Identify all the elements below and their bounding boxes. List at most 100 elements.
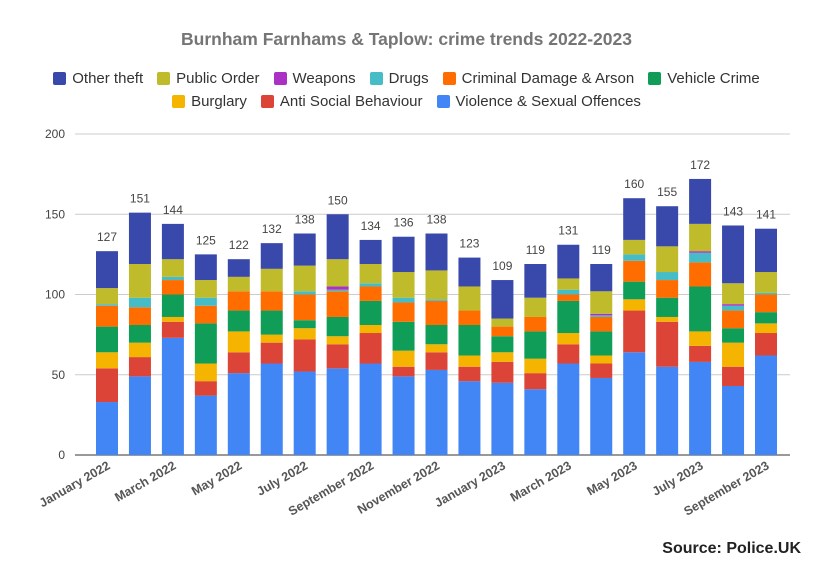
legend-swatch: [369, 72, 383, 85]
bar-segment: [623, 260, 646, 282]
bar-segment: [755, 323, 777, 334]
bar-total-label: 109: [492, 259, 512, 273]
bar-segment: [161, 294, 184, 317]
bar-segment: [722, 385, 745, 455]
bar-segment: [590, 316, 613, 332]
bar-segment: [96, 326, 118, 353]
bar-segment: [425, 270, 448, 300]
x-tick-label: March 2023: [508, 458, 574, 504]
bar-segment: [656, 316, 679, 322]
bar-segment: [623, 198, 646, 240]
bar-total-label: 150: [328, 193, 348, 207]
legend-swatch: [273, 72, 287, 85]
bar-segment: [755, 228, 777, 273]
bar-segment: [326, 368, 349, 455]
bar-total-label: 123: [459, 237, 479, 251]
bar-segment: [491, 280, 514, 319]
bar-segment: [755, 333, 777, 356]
bar-segment: [458, 324, 481, 356]
bar-segment: [722, 366, 745, 386]
y-tick-label: 50: [52, 368, 66, 382]
bar-segment: [161, 276, 184, 281]
legend-swatch: [260, 95, 274, 108]
bar-segment: [392, 297, 415, 303]
bar-segment: [656, 206, 679, 247]
bar-total-label: 132: [262, 222, 282, 236]
bar-segment: [194, 254, 217, 281]
bar-segment: [260, 342, 283, 364]
legend-swatch: [648, 72, 662, 85]
bar-segment: [96, 352, 118, 369]
bar-segment: [96, 251, 118, 289]
bar-segment: [425, 352, 448, 370]
bar-segment: [623, 254, 646, 261]
x-tick-label: May 2023: [585, 458, 640, 498]
bar-segment: [491, 318, 514, 327]
bar-segment: [623, 281, 646, 300]
bar-segment: [524, 331, 547, 359]
bar-segment: [194, 280, 217, 298]
bar-segment: [425, 324, 448, 345]
bar-total-label: 143: [723, 204, 743, 218]
bar-segment: [491, 382, 514, 455]
bar-segment: [260, 363, 283, 455]
bar-segment: [128, 324, 151, 343]
bar-total-label: 127: [97, 230, 117, 244]
bar-segment: [623, 239, 646, 255]
bar-segment: [194, 323, 217, 364]
legend-item: Vehicle Crime: [648, 70, 760, 87]
legend-swatch: [172, 95, 186, 108]
bar-segment: [359, 286, 382, 301]
bar-segment: [458, 355, 481, 367]
bar-segment: [359, 324, 382, 334]
bar-segment: [425, 344, 448, 353]
bar-segment: [491, 352, 514, 362]
bar-segment: [293, 339, 316, 372]
bar-segment: [689, 251, 712, 253]
bar-segment: [722, 225, 745, 284]
bar-segment: [524, 297, 547, 317]
bar-segment: [227, 310, 250, 332]
bar-segment: [227, 352, 250, 374]
legend-swatch: [157, 72, 171, 85]
bar-segment: [128, 264, 151, 298]
bar-segment: [623, 352, 646, 455]
bar-segment: [590, 355, 613, 364]
bar-segment: [458, 286, 481, 311]
bar-segment: [590, 264, 613, 292]
bar-segment: [326, 214, 349, 260]
bar-segment: [623, 310, 646, 353]
bar-segment: [557, 289, 580, 295]
bar-segment: [557, 294, 580, 301]
bar-total-label: 119: [526, 243, 545, 257]
bar-segment: [722, 310, 745, 329]
bar-segment: [425, 369, 448, 455]
bar-segment: [689, 223, 712, 252]
x-tick-label: May 2022: [189, 458, 244, 498]
y-tick-label: 200: [45, 127, 65, 141]
bar-segment: [96, 304, 118, 306]
bar-segment: [96, 305, 118, 327]
bar-segment: [161, 321, 184, 338]
bar-segment: [491, 326, 514, 337]
legend-label: Drugs: [388, 70, 429, 87]
bar-segment: [392, 350, 415, 367]
bar-segment: [722, 342, 745, 367]
chart-title: Burnham Farnhams & Taplow: crime trends …: [181, 29, 632, 49]
bar-segment: [689, 361, 712, 455]
y-tick-label: 150: [45, 207, 65, 221]
bar-segment: [722, 304, 745, 306]
legend-row-2: Burglary Anti Social Behaviour Violence & …: [0, 93, 813, 110]
bar-segment: [227, 259, 250, 277]
bar-total-label: 160: [624, 177, 644, 191]
bar-segment: [260, 268, 283, 292]
bar-segment: [656, 366, 679, 455]
bar-segment: [326, 316, 349, 337]
bar-total-label: 172: [690, 158, 710, 172]
legend-item: Criminal Damage & Arson: [442, 70, 634, 87]
legend-item: Public Order: [157, 70, 260, 87]
bar-segment: [161, 223, 184, 260]
bar-total-label: 141: [756, 208, 776, 222]
bar-segment: [458, 381, 481, 455]
bar-segment: [128, 307, 151, 325]
